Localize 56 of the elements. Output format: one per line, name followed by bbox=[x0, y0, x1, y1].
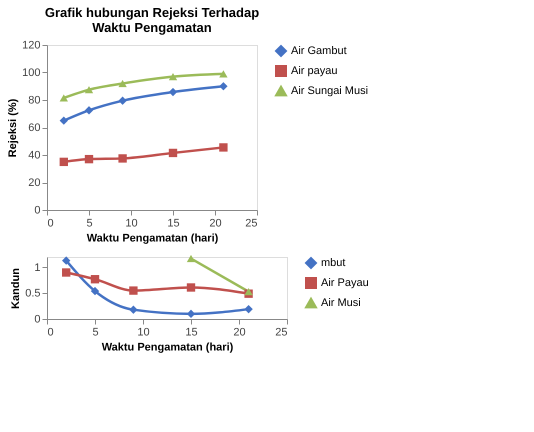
y-tick-label: 0 bbox=[34, 204, 40, 216]
chart-title: Grafik hubungan Rejeksi Terhadap Waktu Pengamatan bbox=[44, 5, 260, 35]
x-tick-label: 5 bbox=[92, 326, 99, 338]
point bbox=[186, 283, 196, 292]
y-tick-label: 0 bbox=[34, 314, 40, 326]
point bbox=[60, 94, 68, 102]
y-tick-label: 100 bbox=[22, 67, 40, 79]
point bbox=[62, 256, 70, 265]
x-tick-label: 25 bbox=[245, 218, 258, 230]
x-tick-label: 15 bbox=[185, 326, 198, 338]
y-axis-title: Rejeksi (%) bbox=[7, 98, 20, 158]
x-axis-title: Waktu Pengamatan (hari) bbox=[102, 342, 234, 354]
point bbox=[90, 275, 100, 284]
point bbox=[129, 286, 138, 295]
point bbox=[60, 116, 68, 125]
point bbox=[62, 268, 70, 277]
y-tick-label: 0.5 bbox=[25, 288, 40, 300]
legend-label: Air Musi bbox=[321, 297, 361, 309]
legend-label: Air Payau bbox=[321, 277, 369, 289]
x-tick-label: 0 bbox=[48, 218, 54, 230]
point bbox=[60, 158, 68, 166]
x-tick-label: 25 bbox=[275, 326, 288, 338]
x-tick-label: 10 bbox=[125, 218, 138, 230]
point bbox=[118, 96, 127, 105]
legend-label: Air payau bbox=[291, 65, 338, 77]
point bbox=[168, 148, 178, 158]
y-tick-label: 1 bbox=[34, 262, 40, 274]
y-tick-label: 80 bbox=[28, 94, 40, 106]
point bbox=[244, 305, 253, 314]
y-axis-title: Kandun bbox=[10, 268, 22, 309]
point bbox=[219, 70, 228, 78]
point bbox=[129, 306, 138, 314]
legend-label: Air Sungai Musi bbox=[291, 85, 368, 97]
x-tick-label: 0 bbox=[48, 326, 54, 338]
x-axis-title: Waktu Pengamatan (hari) bbox=[86, 232, 219, 244]
point bbox=[219, 82, 228, 90]
x-tick-label: 15 bbox=[167, 218, 180, 230]
x-tick-label: 20 bbox=[209, 218, 222, 230]
point bbox=[118, 154, 127, 163]
point bbox=[168, 88, 178, 96]
point bbox=[84, 86, 94, 94]
x-tick-label: 10 bbox=[137, 326, 150, 338]
y-tick-label: 20 bbox=[28, 177, 40, 189]
y-tick-label: 60 bbox=[28, 122, 40, 134]
x-tick-label: 5 bbox=[86, 218, 93, 230]
point bbox=[118, 80, 127, 88]
legend-label: Air Gambut bbox=[291, 45, 347, 57]
point bbox=[90, 286, 100, 296]
point bbox=[168, 73, 178, 80]
point bbox=[219, 143, 228, 152]
y-tick-label: 120 bbox=[22, 40, 40, 52]
point bbox=[84, 154, 94, 164]
legend-label: mbut bbox=[321, 257, 346, 269]
y-tick-label: 40 bbox=[28, 150, 40, 162]
point bbox=[84, 106, 94, 114]
x-tick-label: 20 bbox=[233, 326, 246, 338]
